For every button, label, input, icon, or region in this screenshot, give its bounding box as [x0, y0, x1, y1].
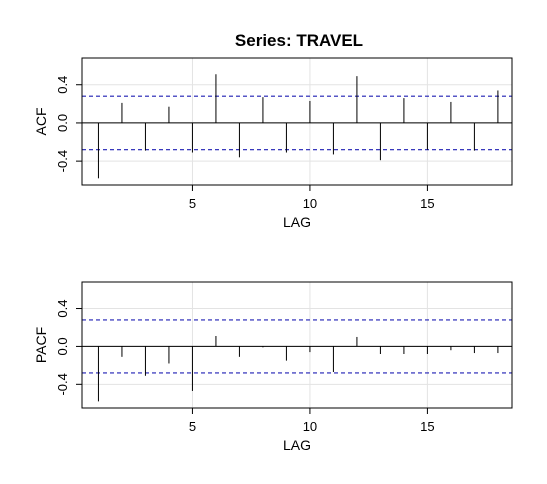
- x-tick-label: 15: [420, 196, 434, 211]
- chart-title: Series: TRAVEL: [235, 31, 363, 50]
- plot-frame: [81, 281, 513, 409]
- x-tick-label: 10: [303, 419, 317, 434]
- x-tick-label: 5: [189, 419, 196, 434]
- y-tick-label: 0.4: [55, 76, 70, 94]
- x-axis-label: LAG: [283, 437, 311, 453]
- y-tick-label: 0.0: [55, 337, 70, 355]
- y-axis-label: ACF: [33, 108, 49, 136]
- y-tick-label: 0.0: [55, 114, 70, 132]
- pacf-panel: 5 10 15 -0.4 0.0 0.4 LAG PACF: [33, 281, 513, 453]
- x-axis-label: LAG: [283, 214, 311, 230]
- plot-frame: [81, 57, 513, 186]
- y-axis-label: PACF: [33, 327, 49, 363]
- x-tick-label: 5: [189, 196, 196, 211]
- x-tick-label: 15: [420, 419, 434, 434]
- acf-panel: 5 10 15 -0.4 0.0 0.4 LAG ACF Series: TRAVEL: [33, 31, 513, 230]
- x-tick-label: 10: [303, 196, 317, 211]
- y-tick-label: -0.4: [55, 373, 70, 395]
- y-tick-label: -0.4: [55, 150, 70, 172]
- y-tick-label: 0.4: [55, 299, 70, 317]
